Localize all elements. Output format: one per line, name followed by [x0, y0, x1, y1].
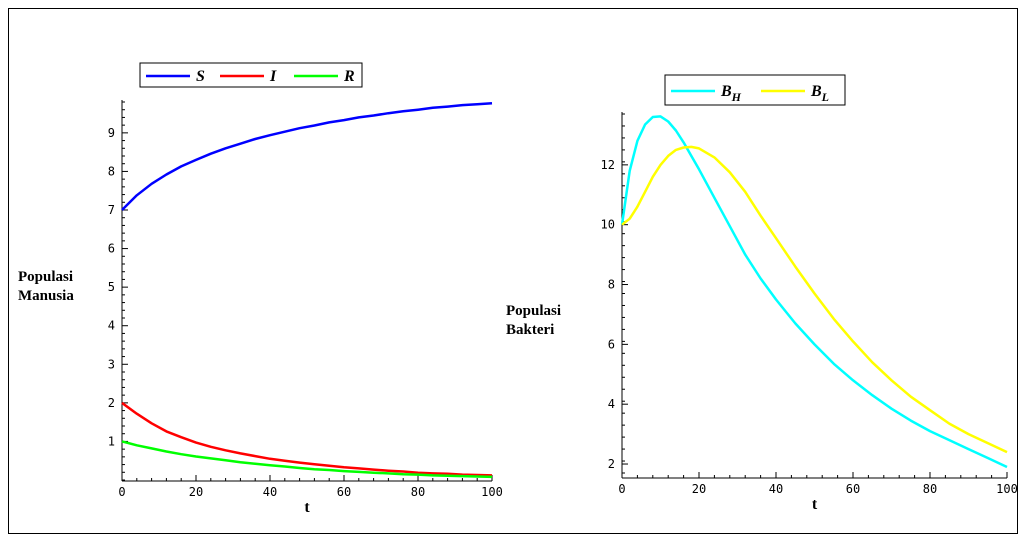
left-y-tick-label: 7	[108, 203, 115, 217]
left-series-line-r	[121, 440, 493, 479]
y-axis-label-left: Populasi Manusia	[18, 268, 74, 306]
right-x-tick-label: 20	[692, 482, 706, 496]
right-y-tick-label: 2	[608, 457, 615, 471]
left-legend-label-s: S	[196, 68, 205, 85]
left-y-tick-label: 4	[108, 319, 115, 333]
left-legend-label-i: I	[269, 68, 277, 85]
left-x-tick-label: 80	[411, 485, 425, 499]
left-x-tick-label: 0	[118, 485, 125, 499]
left-x-tick-label: 60	[337, 485, 351, 499]
left-legend-label-r: R	[343, 68, 355, 85]
right-series-line-bh	[620, 115, 1008, 469]
y-axis-label-right: Populasi Bakteri	[506, 302, 561, 340]
left-series-line-i	[121, 401, 493, 477]
left-y-tick-label: 5	[108, 280, 115, 294]
left-y-tick-label: 8	[108, 164, 115, 178]
left-y-tick-label: 1	[108, 434, 115, 448]
right-legend: BH BL	[664, 74, 846, 106]
right-y-tick-label: 8	[608, 278, 615, 292]
left-x-axis-label: t	[304, 499, 310, 516]
right-y-tick-label: 6	[608, 337, 615, 351]
right-y-tick-label: 10	[601, 218, 615, 232]
right-x-tick-label: 100	[996, 482, 1018, 496]
left-y-tick-label: 6	[108, 242, 115, 256]
right-x-tick-label: 80	[923, 482, 937, 496]
right-chart: 2 4 6 8 10 12 0 20 40 60 80 100 t BH BL	[601, 74, 1018, 513]
left-x-tick-label: 100	[481, 485, 503, 499]
right-x-tick-label: 0	[618, 482, 625, 496]
right-x-tick-label: 40	[769, 482, 783, 496]
right-y-tick-label: 4	[608, 397, 615, 411]
right-x-axis-label: t	[812, 496, 818, 513]
left-y-tick-label: 3	[108, 357, 115, 371]
right-y-tick-label: 12	[601, 158, 615, 172]
right-legend-label-bh: BH	[720, 83, 742, 104]
left-series-line-s	[121, 101, 493, 211]
right-legend-label-bl: BL	[810, 83, 829, 104]
y-axis-label-right-line1: Populasi	[506, 303, 562, 319]
left-x-tick-label: 40	[263, 485, 277, 499]
left-y-tick-label: 2	[108, 396, 115, 410]
y-axis-label-left-line2: Manusia	[18, 288, 74, 304]
left-y-tick-label: 9	[108, 126, 115, 140]
y-axis-label-left-line1: Populasi	[18, 269, 74, 285]
left-chart: 1 2 3 4 5 6 7 8 9 0 20 40 60 80 100 t S I R	[108, 62, 503, 516]
left-x-tick-label: 20	[189, 485, 203, 499]
y-axis-label-right-line2: Bakteri	[506, 322, 555, 338]
right-x-tick-label: 60	[846, 482, 860, 496]
right-series-line-bl	[621, 145, 1008, 454]
figure-frame	[8, 8, 1018, 534]
